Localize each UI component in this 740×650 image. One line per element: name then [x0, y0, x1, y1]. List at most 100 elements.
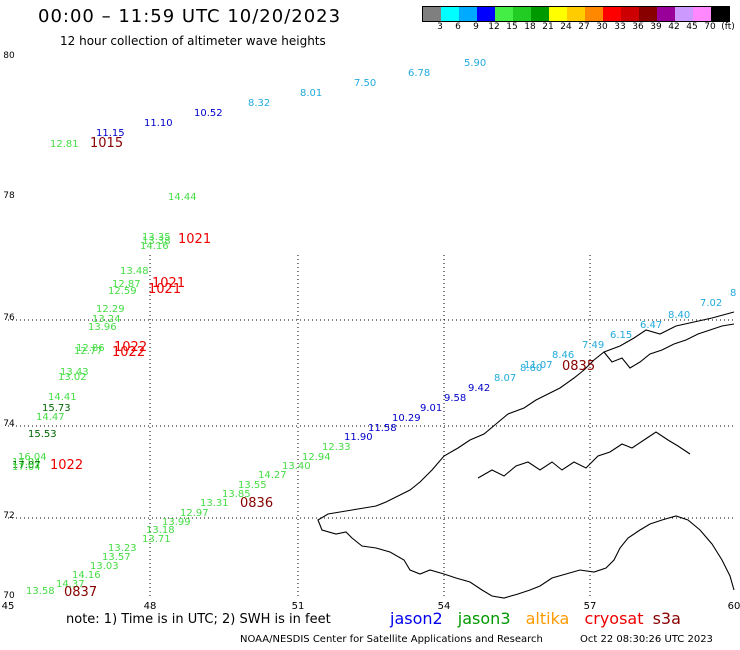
coastline-path [603, 323, 735, 369]
colorbar-swatch [567, 7, 585, 21]
wave-height-labels: 11.15 11.10 1015 10.52 8.32 8.01 7.50 6.78 5.90 1… [12, 58, 736, 600]
colorbar-swatch [711, 7, 729, 21]
colorbar-label: 39 [650, 22, 662, 32]
wave-height-value: 9.58 [444, 393, 466, 404]
wave-height-value: 7.49 [582, 340, 604, 351]
pass-time-label: 1021 [148, 282, 181, 297]
wave-height-value: 12.59 [108, 286, 137, 297]
wave-height-value: 15.53 [28, 429, 57, 440]
coastline-path [477, 431, 691, 479]
pass-time-label: 1021 [152, 276, 185, 291]
pass-time-label: 1022 [114, 340, 147, 355]
wave-height-value: 13.85 [222, 489, 251, 500]
wave-height-colorbar [422, 6, 730, 22]
wave-height-value: 10.52 [194, 108, 223, 119]
longitude-tick-label: 51 [292, 601, 305, 612]
latitude-tick-label: 78 [3, 191, 15, 201]
wave-height-value: 6.47 [640, 320, 662, 331]
wave-height-value: 13.48 [120, 266, 149, 277]
wave-height-value: 13.58 [26, 586, 55, 597]
wave-height-value: 7.02 [700, 298, 722, 309]
footnote: note: 1) Time is in UTC; 2) SWH is in fe… [66, 612, 331, 627]
wave-height-value: 14.47 [36, 412, 65, 423]
colorbar-swatch [585, 7, 603, 21]
wave-height-value: 13.38 [142, 236, 171, 247]
wave-height-value: 15.73 [42, 403, 71, 414]
colorbar-label: 33 [614, 22, 626, 32]
colorbar-swatch [675, 7, 693, 21]
pass-time-label: 0835 [562, 359, 595, 374]
longitude-tick-label: 60 [728, 601, 740, 612]
colorbar-swatch [531, 7, 549, 21]
wave-height-value: 10.29 [392, 413, 421, 424]
colorbar-label: 15 [506, 22, 518, 32]
wave-height-value: 13.24 [92, 314, 121, 325]
legend-jason2: jason2 [390, 609, 443, 628]
wave-height-value: 8.01 [300, 88, 322, 99]
wave-height-value: 13.23 [108, 543, 137, 554]
wave-height-value: 8 [730, 288, 736, 299]
pass-time-label: 0837 [64, 585, 97, 600]
colorbar-swatch [603, 7, 621, 21]
pass-time-label: 1021 [178, 232, 211, 247]
legend-jason3: jason3 [457, 609, 511, 628]
colorbar-label: (ft) [721, 22, 735, 32]
colorbar-label: 36 [632, 22, 644, 32]
wave-height-value: 11.58 [368, 423, 397, 434]
wave-height-value: 13.43 [60, 367, 89, 378]
colorbar-swatch [477, 7, 495, 21]
colorbar-swatch [621, 7, 639, 21]
wave-height-value: 13.03 [90, 561, 119, 572]
legend-altika: altika [525, 609, 570, 628]
colorbar-labels: 3 6 9 12 15 18 21 24 27 30 33 36 39 42 45 70 (ft) [422, 22, 735, 34]
wave-height-value: 16.04 [18, 452, 47, 463]
wave-height-value: 14.37 [56, 579, 85, 590]
colorbar-swatch [459, 7, 477, 21]
wave-height-value: 12.87 [112, 279, 141, 290]
wave-height-value: 6.78 [408, 68, 430, 79]
colorbar-swatch [495, 7, 513, 21]
latitude-tick-label: 80 [3, 51, 15, 61]
wave-height-value: 5.90 [464, 58, 486, 69]
pass-time-label: 0836 [240, 496, 273, 511]
colorbar-swatch [639, 7, 657, 21]
colorbar-swatch [657, 7, 675, 21]
colorbar-label: 12 [488, 22, 500, 32]
wave-height-value: 8.32 [248, 98, 270, 109]
colorbar-swatch [441, 7, 459, 21]
page-title: 00:00 – 11:59 UTC 10/20/2023 [38, 6, 342, 27]
colorbar-label: 70 [704, 22, 716, 32]
wave-height-value: 9.01 [420, 403, 442, 414]
latitude-labels: 80 78 76 74 72 70 [3, 51, 15, 601]
colorbar-label: 9 [473, 22, 479, 32]
colorbar-label: 21 [542, 22, 554, 32]
wave-height-value: 13.31 [200, 498, 229, 509]
wave-height-value: 11.07 [524, 360, 553, 371]
wave-height-value: 12.97 [180, 508, 209, 519]
page-subtitle: 12 hour collection of altimeter wave hei… [60, 34, 326, 48]
pass-time-label: 1022 [50, 458, 83, 473]
wave-height-value: 17.04 [12, 462, 41, 473]
colorbar-label: 45 [686, 22, 698, 32]
wave-height-value: 14.41 [48, 392, 77, 403]
colorbar-swatch [549, 7, 567, 21]
wave-height-value: 8.46 [552, 350, 574, 361]
wave-height-value: 13.35 [142, 232, 171, 243]
wave-height-value: 14.27 [258, 470, 287, 481]
generated-timestamp: Oct 22 08:30:26 UTC 2023 [580, 634, 713, 645]
coastline-path [317, 311, 735, 599]
wave-height-value: 12.81 [50, 139, 79, 150]
wave-height-value: 11.10 [144, 118, 173, 129]
wave-height-value: 13.40 [282, 461, 311, 472]
longitude-tick-label: 48 [144, 601, 157, 612]
wave-height-value: 12.77 [74, 346, 103, 357]
latitude-tick-label: 72 [3, 511, 14, 521]
legend-s3a: s3a [652, 609, 681, 628]
wave-height-value: 13.55 [238, 480, 267, 491]
legend-cryosat: cryosat [584, 609, 644, 628]
wave-height-value: 14.44 [168, 192, 197, 203]
wave-height-value: 12.33 [322, 442, 351, 453]
wave-height-value: 8.07 [494, 373, 516, 384]
wave-height-value: 12.86 [76, 343, 105, 354]
